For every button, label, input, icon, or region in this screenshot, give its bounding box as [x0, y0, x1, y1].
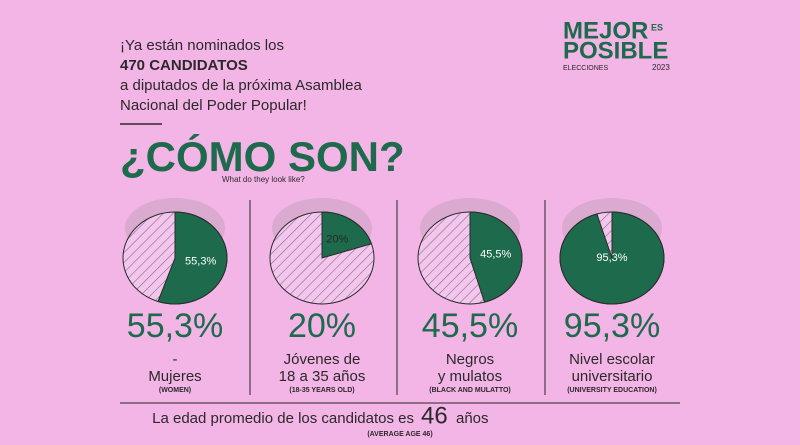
- logo-top: MEJOR: [563, 17, 648, 44]
- slice-label: 95,3%: [596, 252, 627, 264]
- stat-value: 55,3%: [127, 307, 223, 345]
- slice-label: 55,3%: [185, 256, 216, 268]
- stat-value: 45,5%: [422, 307, 518, 345]
- footer-unit: años: [456, 410, 489, 427]
- pie-slice: [559, 211, 665, 305]
- footer-number: 46: [421, 402, 448, 429]
- intro-line: ¡Ya están nominados los: [120, 37, 284, 54]
- stat-value: 20%: [288, 307, 356, 345]
- stat-label: y mulatos: [438, 368, 502, 385]
- logo-caption: ELECCIONES: [563, 65, 608, 72]
- intro-line: a diputados de la próxima Asamblea: [120, 77, 362, 94]
- stat-label: 18 a 35 años: [279, 368, 366, 385]
- stat-label: Nivel escolar: [569, 351, 655, 368]
- stat-label: Negros: [446, 351, 494, 368]
- stat-label: universitario: [572, 368, 653, 385]
- pie-slice: [321, 211, 373, 259]
- pie-slice: [469, 211, 523, 303]
- title: ¿CÓMO SON?: [120, 132, 405, 180]
- slice-label: 20%: [326, 233, 348, 245]
- stat-label: Mujeres: [148, 368, 201, 385]
- stat-translation: (UNIVERSITY EDUCATION): [567, 387, 657, 394]
- intro-line: Nacional del Poder Popular!: [120, 97, 307, 114]
- logo-bottom: POSIBLE: [563, 37, 668, 64]
- stat-translation: (WOMEN): [159, 387, 191, 394]
- stat-translation: (18-35 YEARS OLD): [289, 387, 354, 394]
- footer-translation: (AVERAGE AGE 46): [367, 431, 432, 438]
- stat-label: -: [173, 351, 178, 368]
- footer-text: La edad promedio de los candidatos es: [152, 410, 414, 427]
- slice-label: 45,5%: [480, 249, 511, 261]
- stat-value: 95,3%: [564, 307, 660, 345]
- logo-year: 2023: [652, 63, 670, 72]
- stat-translation: (BLACK AND MULATTO): [429, 387, 511, 394]
- logo-small: ES: [651, 22, 663, 32]
- intro-line: 470 CANDIDATOS: [120, 57, 248, 74]
- subtitle: What do they look like?: [222, 175, 305, 184]
- pie-slice: [157, 211, 228, 305]
- stat-label: Jóvenes de: [284, 351, 361, 368]
